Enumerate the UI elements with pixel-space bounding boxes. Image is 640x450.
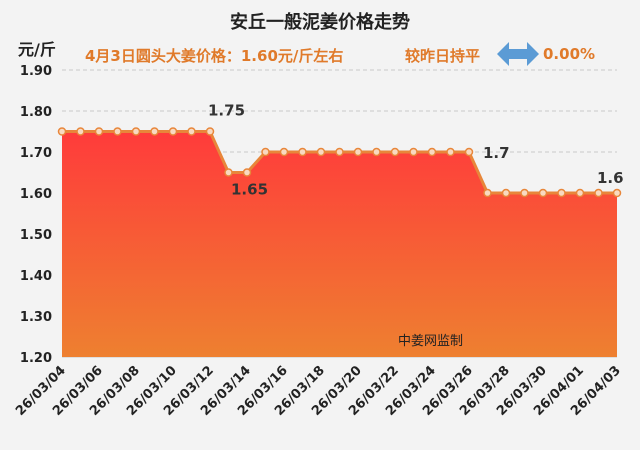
data-point <box>298 147 307 157</box>
data-point <box>261 147 270 157</box>
data-point <box>205 127 215 136</box>
y-tick-label: 1.30 <box>20 310 52 325</box>
data-point <box>483 188 492 198</box>
data-point <box>557 188 566 198</box>
data-label: 1.65 <box>231 181 268 199</box>
data-point <box>242 168 252 177</box>
data-label: 1.7 <box>483 144 510 162</box>
data-point <box>372 147 381 157</box>
y-tick-label: 1.20 <box>20 351 52 366</box>
data-point <box>594 188 603 198</box>
data-point <box>316 147 326 157</box>
data-point <box>113 127 122 136</box>
data-point <box>353 147 363 157</box>
data-point <box>520 188 529 198</box>
data-point <box>94 127 104 136</box>
data-point <box>575 188 585 198</box>
comparison-text: 较昨日持平 <box>405 47 481 65</box>
data-point <box>612 188 622 198</box>
price-summary: 4月3日圆头大姜价格：1.60元/斤左右 <box>85 47 344 65</box>
data-point <box>279 147 289 157</box>
data-point <box>131 127 141 136</box>
change-percent: 0.00% <box>543 45 596 63</box>
y-tick-label: 1.50 <box>20 228 52 243</box>
data-point <box>187 127 196 136</box>
watermark: 中姜网监制 <box>398 334 463 349</box>
y-tick-label: 1.70 <box>20 146 52 161</box>
data-point <box>76 127 85 136</box>
data-point <box>57 127 67 136</box>
y-tick-label: 1.60 <box>20 187 52 202</box>
data-point <box>501 188 511 198</box>
data-point <box>390 147 400 157</box>
data-point <box>409 147 418 157</box>
data-point <box>224 168 233 177</box>
double-arrow-icon <box>497 42 539 66</box>
data-label: 1.6 <box>597 169 624 187</box>
data-point <box>427 147 437 157</box>
chart-title: 安丘一般泥姜价格走势 <box>230 12 410 33</box>
y-tick-label: 1.40 <box>20 269 52 284</box>
y-tick-label: 1.80 <box>20 105 52 120</box>
data-point <box>335 147 344 157</box>
y-tick-label: 1.90 <box>20 64 52 79</box>
data-label: 1.75 <box>208 102 245 120</box>
price-area <box>62 131 617 357</box>
data-point <box>538 188 548 198</box>
y-unit-label: 元/斤 <box>18 40 56 59</box>
data-point <box>168 127 178 136</box>
data-point <box>446 147 455 157</box>
data-point <box>464 147 474 157</box>
data-point <box>150 127 159 136</box>
